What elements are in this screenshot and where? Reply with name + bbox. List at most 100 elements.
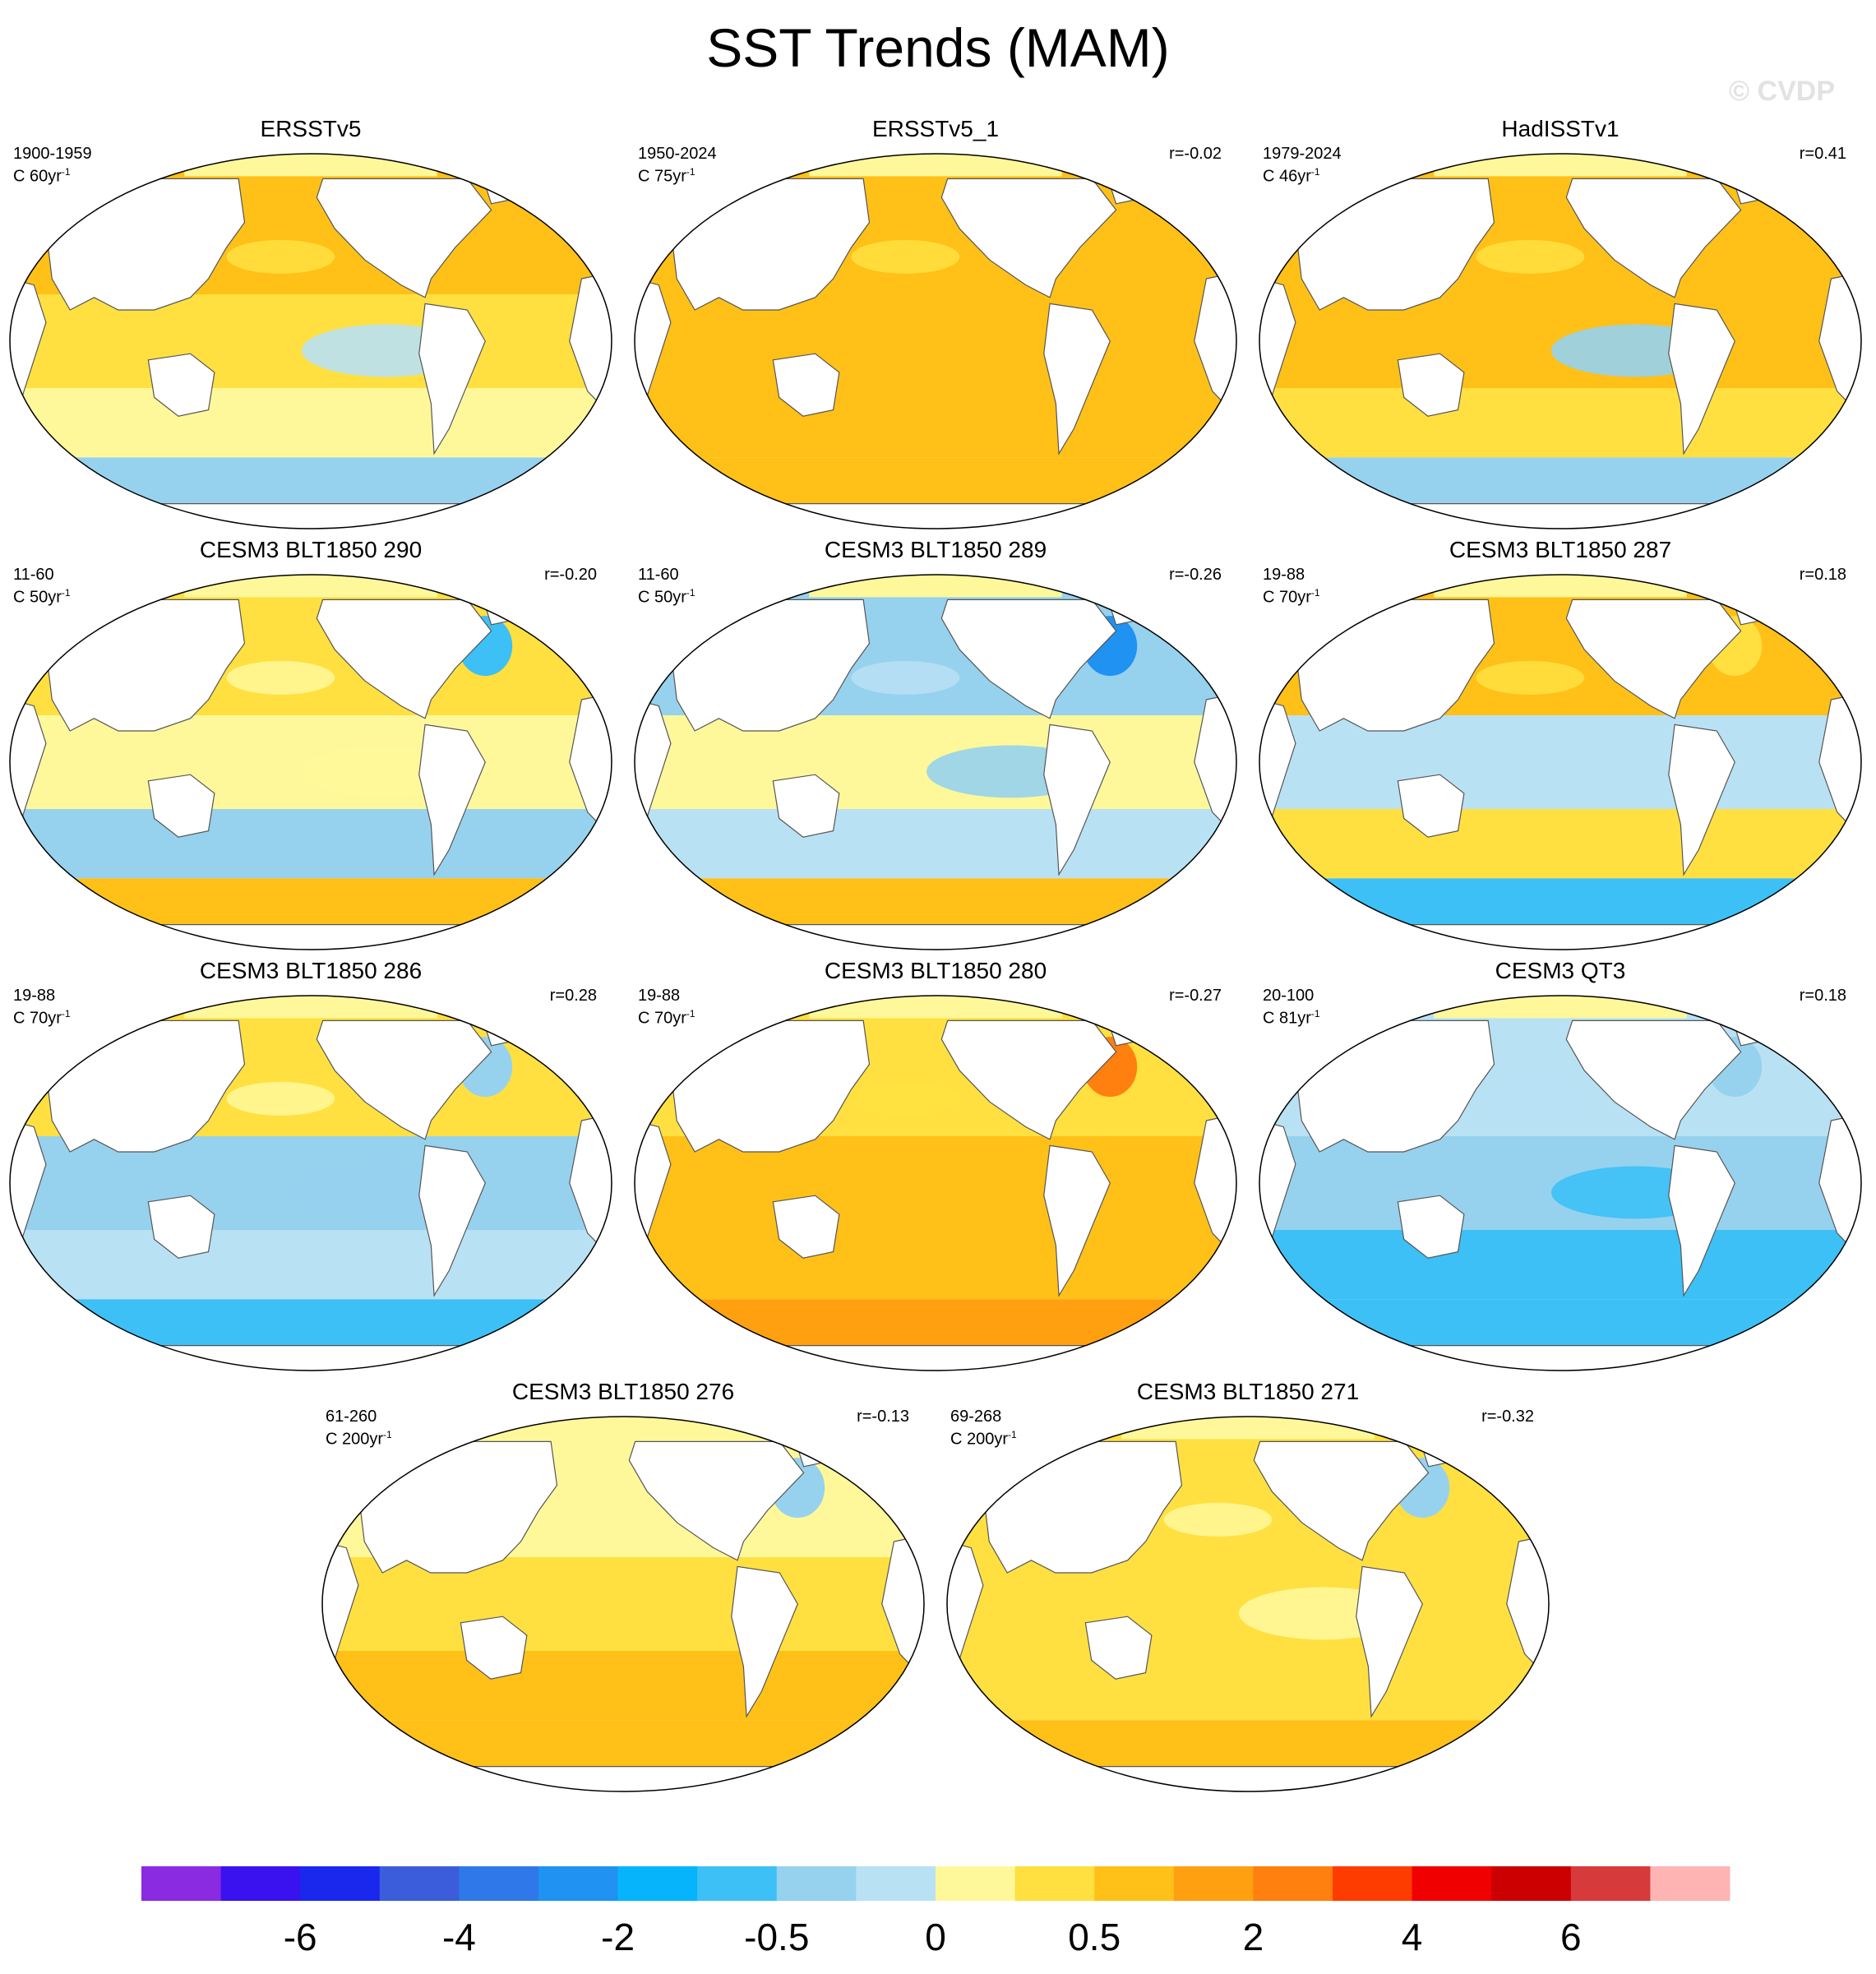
panel-scale-value: 70yr <box>654 1009 686 1028</box>
panel-scale-value: 60yr <box>30 167 62 186</box>
sst-band-sh <box>947 1651 1549 1721</box>
land-antarctica <box>10 1346 612 1371</box>
panel-scale-exponent: -1 <box>1008 1429 1017 1440</box>
panel-scale: C 70yr-1 <box>13 1005 71 1028</box>
land-asia <box>358 1441 557 1573</box>
arctic-cap <box>809 154 1062 177</box>
map-panel: ERSSTv5_1 1950-2024 C 75yr-1 r=-0.02 <box>625 115 1246 534</box>
panel-scale-exponent: -1 <box>383 1429 392 1440</box>
sst-blob-north-pacific <box>1476 660 1585 695</box>
colorbar-swatch <box>1173 1866 1254 1901</box>
panel-title: CESM3 BLT1850 280 <box>824 958 1047 983</box>
land-asia <box>671 599 870 731</box>
land-asia <box>1296 178 1495 310</box>
land-north-america <box>941 599 1116 718</box>
panel-title: CESM3 QT3 <box>1495 958 1626 983</box>
land-north-america <box>1254 1441 1428 1560</box>
panel-scale: C 200yr-1 <box>326 1426 392 1449</box>
land-africa <box>635 1121 671 1252</box>
land-south-america <box>1669 724 1735 874</box>
colorbar-swatch <box>459 1866 539 1901</box>
arctic-cap <box>1434 996 1687 1019</box>
panel-scale-value: 81yr <box>1279 1009 1311 1028</box>
panel-scale-value: 70yr <box>30 1009 62 1028</box>
map-border <box>1259 574 1862 950</box>
map-svg <box>634 153 1237 529</box>
map-panel: CESM3 BLT1850 289 11-60 C 50yr-1 r=-0.26 <box>625 536 1246 955</box>
panel-correlation: r=0.28 <box>549 987 597 1005</box>
land-south-america <box>1044 724 1111 874</box>
map-panel: CESM3 BLT1850 271 69-268 C 200yr-1 r=-0.32 <box>937 1378 1559 1797</box>
map-svg <box>634 995 1237 1371</box>
land-africa <box>10 1121 46 1252</box>
panel-period: 19-88 <box>13 987 56 1005</box>
sst-band-sh <box>10 388 612 458</box>
land-australia <box>1085 1616 1152 1679</box>
panel-period: 1979-2024 <box>1263 145 1342 163</box>
land-australia <box>148 354 215 416</box>
land-africa <box>1259 279 1296 410</box>
land-australia <box>1398 1195 1464 1258</box>
panel-scale-prefix: C <box>326 1430 342 1449</box>
colorbar-tick-label: -0.5 <box>744 1916 809 1958</box>
panel-scale-prefix: C <box>13 167 30 186</box>
colorbar-swatch <box>220 1866 301 1901</box>
panel-scale: C 81yr-1 <box>1263 1005 1320 1028</box>
map-panel: ERSSTv5 1900-1959 C 60yr-1 <box>0 115 621 534</box>
panel-scale-exponent: -1 <box>686 166 695 178</box>
panel-title: ERSSTv5 <box>260 116 362 141</box>
land-africa <box>10 279 46 410</box>
colorbar-tick-label: 2 <box>1243 1916 1264 1958</box>
sst-band-sh <box>1259 809 1861 879</box>
figure-title: SST Trends (MAM) <box>706 17 1170 78</box>
watermark: © CVDP <box>1729 76 1835 107</box>
map-field <box>1259 575 1861 950</box>
map-border <box>946 1416 1550 1792</box>
sst-blob-north-pacific <box>851 239 960 274</box>
land-south-america <box>1044 303 1111 453</box>
arctic-cap <box>809 996 1062 1019</box>
arctic-cap <box>1121 1417 1375 1440</box>
panel-title: CESM3 BLT1850 289 <box>824 537 1047 562</box>
map-svg <box>9 574 612 950</box>
land-antarctica <box>635 925 1236 950</box>
land-south-america <box>1044 1145 1111 1295</box>
land-antarctica <box>322 1767 924 1791</box>
panel-scale-value: 200yr <box>342 1430 384 1449</box>
arctic-cap <box>184 996 437 1019</box>
panel-period: 11-60 <box>13 566 54 584</box>
colorbar-tick-label: -2 <box>601 1916 635 1958</box>
panel-scale-exponent: -1 <box>686 587 695 599</box>
map-border <box>634 153 1237 529</box>
panel-period: 20-100 <box>1263 987 1315 1005</box>
sst-blob-north-pacific <box>538 1502 648 1537</box>
colorbar-swatch <box>379 1866 460 1901</box>
sst-blob-north-pacific <box>1476 1081 1585 1116</box>
map-border <box>634 995 1237 1371</box>
arctic-cap <box>497 1417 750 1440</box>
panel-title: CESM3 BLT1850 290 <box>199 537 423 562</box>
map-svg <box>634 574 1237 950</box>
panel-correlation: r=-0.27 <box>1169 987 1222 1005</box>
panel-scale-value: 75yr <box>654 167 686 186</box>
colorbar-swatch <box>1570 1866 1651 1901</box>
panel-period: 19-88 <box>1263 566 1305 584</box>
map-panel: CESM3 BLT1850 287 19-88 C 70yr-1 r=0.18 <box>1250 536 1871 955</box>
panel-scale: C 46yr-1 <box>1263 163 1320 186</box>
arctic-cap <box>1434 154 1687 177</box>
panel-correlation: r=-0.20 <box>544 566 597 584</box>
map-field <box>10 996 612 1371</box>
map-field <box>1259 996 1861 1371</box>
colorbar-swatch <box>617 1866 698 1901</box>
panel-title: ERSSTv5_1 <box>871 116 1000 141</box>
land-africa <box>10 700 46 831</box>
land-north-america <box>317 178 491 297</box>
land-antarctica <box>635 504 1236 529</box>
arctic-cap <box>184 154 437 177</box>
land-north-america <box>629 1441 803 1560</box>
panel-scale: C 50yr-1 <box>13 584 71 607</box>
panel-scale-exponent: -1 <box>61 166 71 178</box>
map-field <box>10 575 612 950</box>
colorbar-swatch <box>936 1866 1016 1901</box>
panel-scale-prefix: C <box>13 588 30 607</box>
